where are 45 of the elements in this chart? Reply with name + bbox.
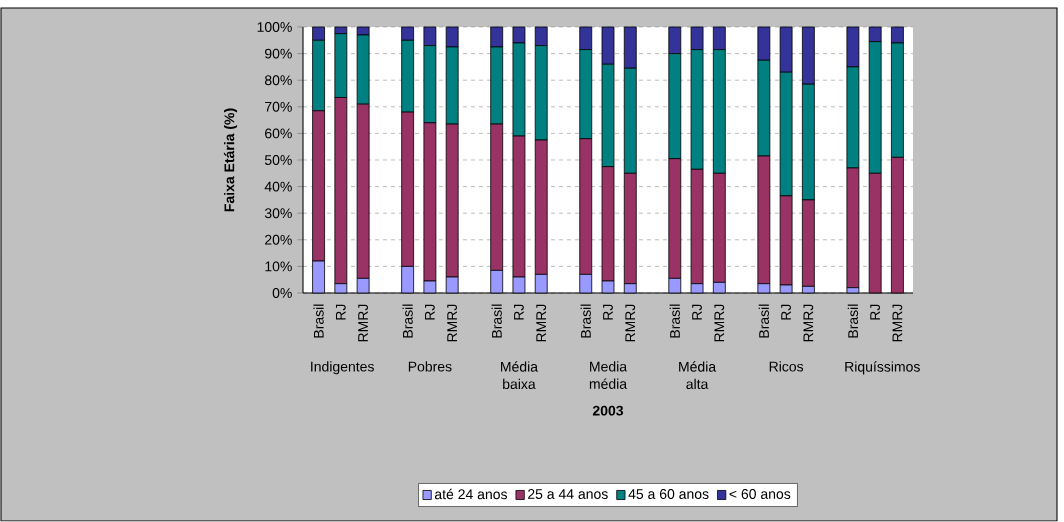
y-tick-label: 0% bbox=[272, 288, 292, 299]
x-tick-label: RMRJ bbox=[803, 304, 814, 342]
y-axis-title: Faixa Etária (%) bbox=[223, 108, 238, 212]
x-tick-label: RMRJ bbox=[447, 304, 458, 342]
legend-label: até 24 anos bbox=[434, 489, 507, 500]
y-tick-label: 60% bbox=[265, 128, 292, 139]
x-tick-label: Brasil bbox=[402, 304, 413, 338]
y-tick-label: 100% bbox=[257, 22, 292, 33]
legend-label: 45 a 60 anos bbox=[628, 489, 709, 500]
x-tick-label: RJ bbox=[514, 304, 524, 320]
text: Pobres bbox=[408, 361, 452, 372]
text: Ricos bbox=[769, 361, 804, 372]
x-axis-title: 2003 bbox=[592, 405, 624, 416]
text: Média alta bbox=[679, 361, 717, 390]
y-tick-label: 50% bbox=[264, 155, 292, 166]
y-tick-label: 90% bbox=[265, 48, 292, 59]
legend-label: < 60 anos bbox=[729, 489, 791, 500]
y-tick-label: 10% bbox=[265, 261, 292, 272]
x-tick-label: Brasil bbox=[580, 304, 591, 338]
y-tick-label: 70% bbox=[265, 102, 292, 112]
text: Media média bbox=[589, 361, 628, 390]
x-tick-label: Brasil bbox=[758, 304, 769, 338]
x-tick-label: RMRJ bbox=[714, 304, 725, 342]
x-tick-label: RMRJ bbox=[892, 304, 903, 342]
y-tick-label: 40% bbox=[264, 181, 292, 192]
x-tick-label: RMRJ bbox=[625, 304, 636, 342]
text: Riquíssimos bbox=[845, 361, 920, 375]
text: Média baixa bbox=[501, 361, 538, 390]
x-tick-label: Brasil bbox=[847, 304, 859, 338]
text: Indigentes bbox=[311, 361, 374, 375]
x-tick-label: RJ bbox=[335, 304, 346, 320]
x-tick-label: RMRJ bbox=[536, 304, 547, 342]
x-tick-label: RMRJ bbox=[358, 304, 369, 342]
x-tick-label: RJ bbox=[425, 304, 435, 320]
x-tick-label: Brasil bbox=[669, 304, 680, 338]
x-tick-label: RJ bbox=[781, 304, 791, 320]
x-tick-label: Brasil bbox=[313, 304, 324, 338]
x-tick-label: RJ bbox=[603, 304, 613, 320]
x-tick-label: Brasil bbox=[491, 304, 502, 338]
y-tick-label: 20% bbox=[265, 235, 292, 245]
y-tick-label: 80% bbox=[264, 75, 292, 86]
y-tick-label: 30% bbox=[264, 208, 292, 219]
x-tick-label: RJ bbox=[692, 304, 702, 320]
legend-label: 25 a 44 anos bbox=[528, 489, 608, 500]
x-tick-label: RJ bbox=[870, 304, 881, 320]
